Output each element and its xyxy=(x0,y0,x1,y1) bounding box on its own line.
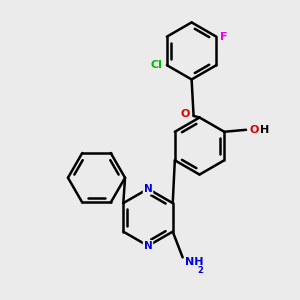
Text: N: N xyxy=(144,184,152,194)
Text: 2: 2 xyxy=(198,266,204,275)
Text: F: F xyxy=(220,32,228,42)
Text: NH: NH xyxy=(184,257,203,267)
Text: N: N xyxy=(144,241,152,251)
Text: O: O xyxy=(180,109,190,119)
Text: Cl: Cl xyxy=(150,60,162,70)
Text: O: O xyxy=(249,125,259,135)
Text: H: H xyxy=(260,125,269,135)
